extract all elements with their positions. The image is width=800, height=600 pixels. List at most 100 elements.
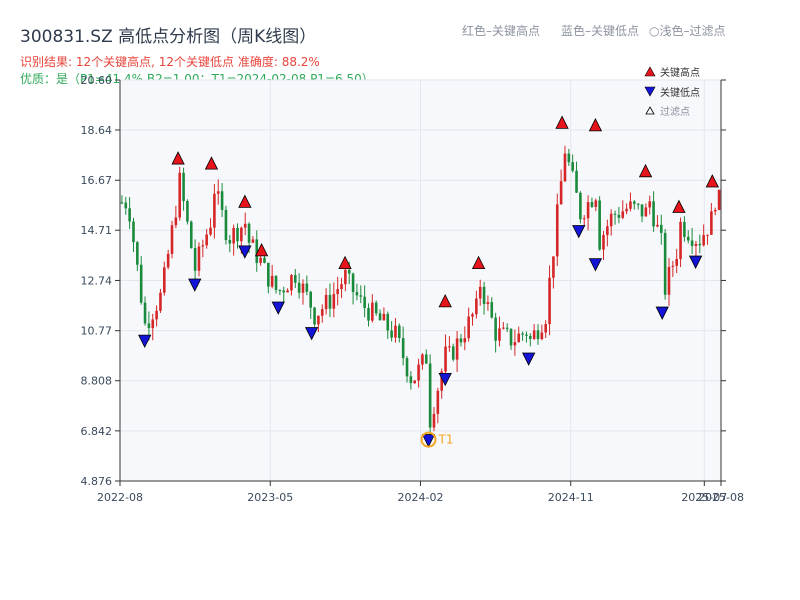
candle-body: [155, 310, 158, 320]
key-high-marker: [705, 174, 719, 188]
candle-body: [440, 371, 443, 391]
candle-body: [378, 313, 382, 321]
candle-body: [498, 328, 501, 341]
candle-body: [367, 308, 370, 321]
candle-body: [509, 328, 513, 346]
candle-body: [617, 214, 621, 218]
candle-body: [401, 338, 405, 359]
candle-body: [320, 309, 324, 316]
candle-body: [490, 302, 494, 318]
candle-body: [267, 262, 270, 287]
key-high-marker: [204, 156, 219, 170]
candle-body: [602, 235, 605, 250]
result-summary: 识别结果: 12个关键高点, 12个关键低点 准确度: 88.2%: [20, 55, 320, 69]
candle-body: [563, 153, 567, 182]
key-low-marker: [421, 434, 436, 448]
candle-body: [236, 227, 239, 242]
candle-body: [332, 294, 336, 309]
key-low-marker: [588, 258, 603, 272]
candle-body: [594, 200, 598, 207]
candle-body: [636, 203, 640, 205]
candle-body: [336, 289, 339, 295]
candle-body: [717, 189, 721, 210]
candle-body: [567, 153, 571, 163]
candle-body: [193, 248, 197, 271]
candle-body: [463, 338, 467, 343]
key-high-marker: [238, 194, 252, 208]
candle-body: [436, 390, 440, 414]
candle-body: [317, 315, 320, 325]
candle-body: [128, 208, 131, 222]
y-tick-label: 10.77: [81, 325, 113, 338]
t1-highlight-ring: [420, 431, 437, 448]
candle-body: [690, 240, 694, 246]
candle-body: [386, 313, 390, 331]
x-tick-label: 2025-08: [698, 491, 744, 504]
candle-body: [374, 302, 378, 314]
candle-body: [270, 275, 274, 287]
candle-body: [559, 181, 563, 205]
candle-body: [478, 286, 482, 299]
candle-body: [220, 191, 224, 210]
candle-body: [486, 302, 490, 305]
candle-body: [159, 292, 162, 311]
y-tick-label: 14.71: [81, 224, 113, 237]
candle-body: [571, 162, 574, 171]
candle-body: [683, 221, 686, 237]
y-tick-label: 8.808: [81, 375, 113, 388]
candle-body: [201, 245, 205, 247]
candle-body: [286, 290, 289, 293]
candle-body: [147, 323, 151, 329]
candle-body: [251, 239, 255, 243]
candle-body: [409, 376, 413, 384]
key-low-marker: [438, 372, 452, 387]
candle-body: [702, 235, 705, 246]
key-low-marker: [188, 278, 202, 292]
candle-body: [640, 204, 644, 217]
candle-body: [309, 291, 313, 308]
candle-body: [390, 330, 393, 338]
candle-body: [482, 286, 486, 305]
key-high-marker: [588, 118, 603, 132]
candle-body: [205, 234, 208, 246]
candle-body: [706, 234, 709, 236]
candle-body: [259, 257, 262, 263]
candle-body: [475, 298, 478, 315]
x-tick-label: 2024-02: [398, 491, 444, 504]
candle-body: [609, 213, 613, 227]
candle-body: [517, 333, 521, 343]
candle-body: [143, 302, 147, 324]
candle-body: [444, 346, 447, 372]
candle-body: [432, 413, 436, 428]
key-high-marker: [438, 293, 452, 308]
hint-filtered: ○浅色–过滤点: [649, 24, 726, 38]
key-high-marker: [638, 163, 653, 178]
chart-title: 300831.SZ 高低点分析图（周K线图）: [20, 27, 317, 47]
candle-body: [216, 191, 220, 194]
candle-body: [243, 223, 247, 228]
candle-body: [579, 192, 582, 220]
candle-body: [163, 267, 166, 293]
candle-body: [528, 335, 532, 339]
candle-body: [359, 295, 363, 297]
candle-body: [536, 330, 540, 340]
candle-body: [552, 256, 555, 278]
candle-body: [590, 202, 594, 207]
candle-body: [698, 243, 702, 246]
candle-body: [282, 290, 286, 293]
t1-label: T1: [438, 433, 454, 447]
candle-body: [575, 170, 578, 193]
candle-body: [648, 201, 652, 208]
candle-body: [555, 204, 559, 257]
candle-body: [532, 330, 536, 339]
candle-body: [659, 224, 663, 233]
candle-body: [544, 324, 548, 333]
candle-body: [255, 239, 259, 263]
candle-body: [413, 380, 417, 384]
candle-body: [521, 333, 524, 335]
candle-body: [274, 275, 278, 291]
candle-body: [347, 269, 351, 274]
candle-body: [132, 221, 135, 243]
x-tick-label: 2022-08: [97, 491, 143, 504]
